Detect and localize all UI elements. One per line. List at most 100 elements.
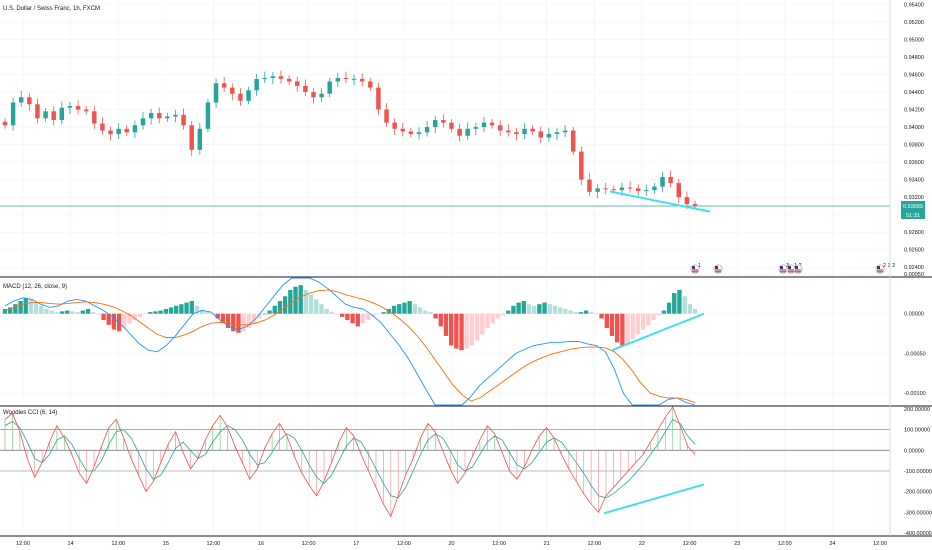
candle-body: [595, 188, 600, 192]
price-tick-label: 0.93400: [904, 178, 924, 184]
macd-histogram-bar: [666, 302, 672, 314]
macd-histogram-bar: [345, 313, 350, 321]
candle-body: [635, 188, 641, 192]
macd-tick-label: -0.00100: [904, 391, 926, 397]
cci-tick-label: -200.00000: [904, 490, 932, 496]
macd-histogram-bar: [568, 310, 573, 314]
macd-histogram-bar: [158, 310, 163, 314]
cci-tick-label: 100.00000: [904, 428, 930, 434]
flag-stripe-icon: [788, 269, 794, 271]
event-flag-label: 1: [698, 263, 701, 269]
cci-slow-line: [4, 418, 696, 499]
candle-body: [67, 106, 73, 108]
candle-body: [270, 76, 276, 78]
event-flag[interactable]: 1: [690, 263, 701, 274]
macd-histogram-bar: [13, 304, 18, 314]
macd-histogram-bar: [246, 313, 252, 329]
candle-body: [424, 127, 430, 133]
candle-body: [19, 97, 24, 103]
flag-stripe-icon: [877, 271, 883, 273]
event-flags[interactable]: 131 22 3 2: [690, 263, 895, 274]
candle-body: [116, 128, 121, 135]
macd-histogram-bar: [142, 313, 148, 315]
macd-histogram-bar: [241, 313, 246, 332]
macd-histogram-bar: [18, 301, 23, 314]
candle-body: [27, 97, 32, 105]
macd-histogram-bar: [148, 312, 153, 314]
candle-body: [140, 118, 146, 126]
candle-body: [75, 106, 81, 110]
candle-body: [173, 114, 178, 117]
candle-body: [51, 111, 56, 121]
candle-body: [408, 131, 414, 135]
time-tick-label: 17: [353, 541, 359, 547]
cci-trendline[interactable]: [603, 483, 705, 515]
macd-histogram-bar: [360, 313, 366, 324]
candle-body: [351, 78, 357, 80]
macd-histogram-bar: [542, 302, 547, 314]
candle-body: [286, 78, 292, 82]
macd-histogram-bar: [547, 304, 552, 314]
price-tick-label: 0.93200: [904, 195, 924, 201]
time-tick-label: 15: [163, 541, 169, 547]
flag-stripe-icon: [877, 269, 883, 271]
flag-canton-icon: [692, 266, 695, 269]
flag-canton-icon: [877, 266, 880, 269]
time-tick-label: 22: [639, 541, 645, 547]
candlestick-series: [2, 70, 698, 210]
cci-pane-title: Woodies CCI (6, 14): [3, 410, 57, 416]
macd-histogram-bar: [168, 307, 174, 314]
macd-histogram-bar: [433, 313, 438, 319]
macd-histogram-bar: [288, 289, 293, 314]
event-flag[interactable]: 2 3 2: [875, 263, 895, 274]
candle-body: [465, 128, 470, 136]
price-pane[interactable]: U.S. Dollar / Swiss Franc, 1h, FXCM 0.95…: [0, 2, 925, 274]
flag-stripe-icon: [780, 269, 786, 271]
time-tick-label: 12:00: [683, 541, 697, 547]
macd-histogram-bar: [44, 308, 49, 314]
macd-line: [4, 277, 696, 406]
macd-histogram-bar: [537, 304, 542, 314]
macd-histogram-bar: [423, 310, 428, 314]
price-tick-label: 0.94400: [904, 90, 924, 96]
event-flag[interactable]: [793, 264, 803, 274]
macd-histogram-bar: [407, 301, 412, 314]
macd-histogram-bar: [298, 285, 303, 314]
macd-histogram-bar: [594, 313, 599, 315]
cci-histogram: [4, 404, 696, 517]
price-trendline[interactable]: [609, 190, 711, 213]
candle-body: [327, 81, 332, 94]
time-tick-label: 24: [829, 541, 835, 547]
price-tick-label: 0.94600: [904, 72, 924, 78]
macd-trendline[interactable]: [611, 312, 705, 352]
macd-histogram-bar: [526, 304, 532, 314]
macd-histogram-bar: [485, 313, 490, 329]
candle-body: [376, 87, 381, 110]
candle-body: [457, 128, 462, 136]
macd-histogram-bar: [231, 313, 236, 332]
macd-histogram-bar: [376, 313, 381, 315]
macd-histogram-bar: [96, 313, 101, 315]
flag-canton-icon: [780, 266, 783, 269]
macd-histogram-bar: [262, 313, 267, 315]
candle-body: [221, 83, 227, 88]
macd-histogram-bar: [215, 313, 220, 319]
macd-histogram-bar: [49, 310, 54, 314]
candle-body: [514, 132, 519, 135]
flag-stripe-icon: [795, 269, 801, 271]
macd-pane[interactable]: MACD (12, 26, close, 9) 0.00050 0.00000 -0…: [2, 272, 926, 406]
macd-histogram-bar: [236, 313, 241, 333]
candle-body: [368, 81, 373, 88]
flag-canton-icon: [788, 266, 791, 269]
macd-pane-title: MACD (12, 26, close, 9): [3, 284, 67, 290]
macd-histogram-bar: [101, 313, 106, 321]
candle-body: [481, 122, 487, 128]
candle-body: [571, 130, 576, 152]
macd-histogram-bar: [220, 313, 226, 324]
cci-pane[interactable]: Woodies CCI (6, 14) 200.00000 100.00000 0.…: [0, 404, 932, 537]
cci-axis-ticks: 200.00000 100.00000 0.00000 -100.00000 -200.…: [904, 407, 932, 537]
event-flag[interactable]: [713, 264, 723, 274]
candle-body: [627, 187, 633, 189]
time-tick-label: 12:00: [16, 541, 30, 547]
